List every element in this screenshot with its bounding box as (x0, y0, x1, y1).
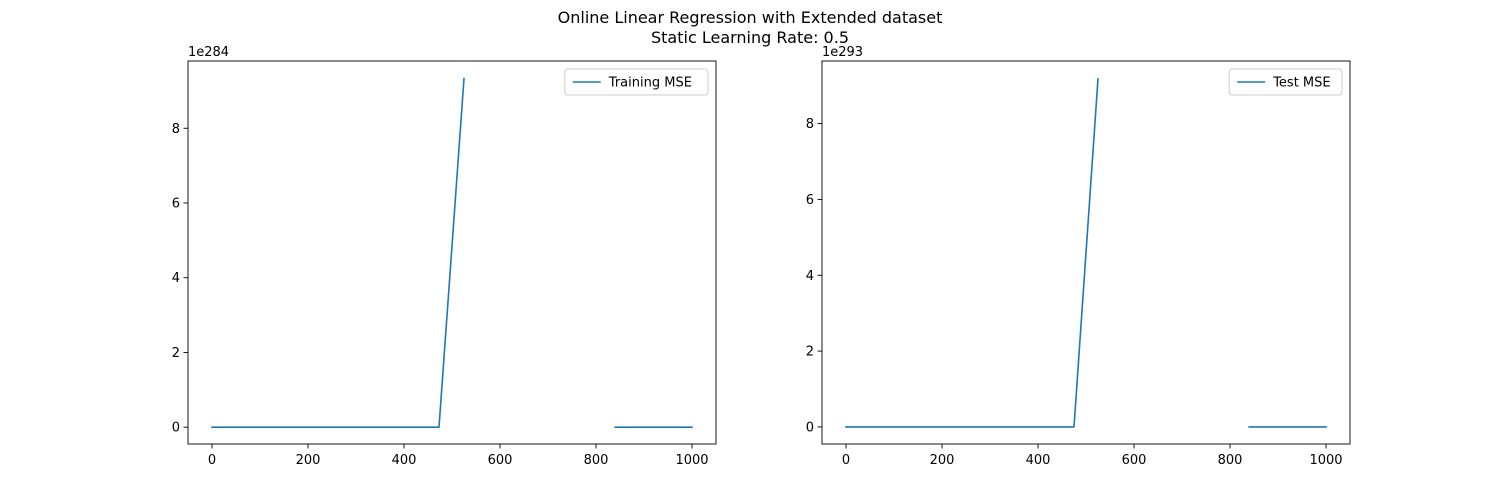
x-tick-label: 1000 (675, 453, 708, 468)
x-tick-label: 1000 (1309, 453, 1342, 468)
legend-box (1228, 68, 1343, 96)
series-line-segment (211, 77, 465, 429)
figure-title-line2: Static Learning Rate: 0.5 (651, 28, 849, 47)
y-tick-label: 8 (172, 122, 180, 137)
y-tick-label: 6 (172, 196, 180, 211)
legend-box (564, 68, 709, 96)
y-tick-label: 6 (806, 193, 814, 208)
x-tick-label: 200 (930, 453, 955, 468)
y-tick-label: 8 (806, 117, 814, 132)
y-tick-label: 2 (172, 346, 180, 361)
figure-title-line1: Online Linear Regression with Extended d… (557, 8, 943, 27)
y-tick-label: 4 (172, 271, 180, 286)
legend-label: Test MSE (1272, 76, 1330, 91)
x-tick-label: 0 (208, 453, 216, 468)
axes-frame (821, 60, 1351, 445)
series-line-segment (845, 77, 1099, 428)
y-axis-exponent-label: 1e284 (188, 45, 229, 60)
x-tick-label: 400 (392, 453, 417, 468)
chart-1: 0 200 400 600 800 1000 0 2 4 6 8 1e284 Training MSE (172, 45, 717, 468)
legend-label: Training MSE (608, 76, 692, 91)
y-tick-label: 0 (172, 421, 180, 436)
chart-2: 0 200 400 600 800 1000 0 2 4 6 8 1e293 Test MSE (806, 45, 1351, 468)
x-tick-label: 800 (584, 453, 609, 468)
axes-frame (187, 60, 717, 445)
y-axis-exponent-label: 1e293 (822, 45, 863, 60)
x-tick-label: 800 (1218, 453, 1243, 468)
x-tick-label: 600 (488, 453, 513, 468)
x-tick-label: 600 (1122, 453, 1147, 468)
y-tick-label: 2 (806, 345, 814, 360)
x-tick-label: 0 (842, 453, 850, 468)
legend: Training MSE (564, 68, 709, 96)
x-tick-label: 400 (1026, 453, 1051, 468)
legend: Test MSE (1228, 68, 1343, 96)
x-tick-label: 200 (296, 453, 321, 468)
y-tick-label: 4 (806, 269, 814, 284)
y-tick-label: 0 (806, 420, 814, 435)
